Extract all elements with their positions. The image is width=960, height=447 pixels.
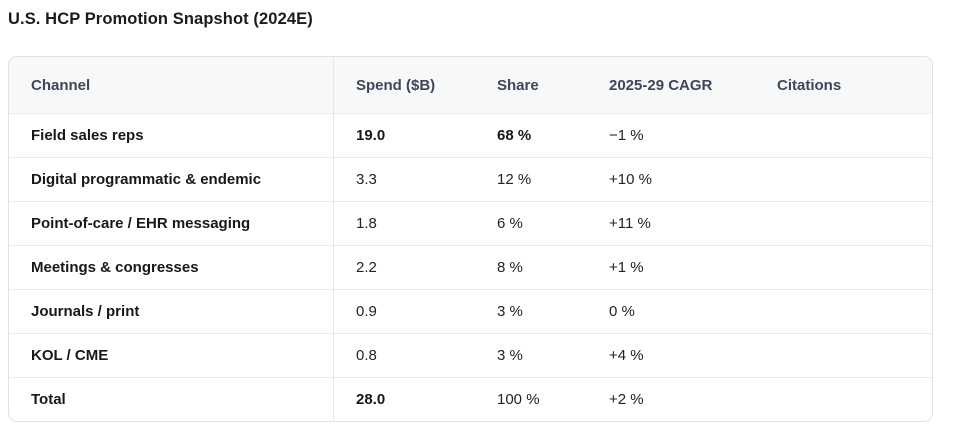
cell-channel: Meetings & congresses xyxy=(9,245,334,289)
column-header-spend: Spend ($B) xyxy=(334,57,475,113)
cell-channel: Total xyxy=(9,377,334,421)
cell-cagr: +1 % xyxy=(587,245,755,289)
cell-share: 100 % xyxy=(475,377,587,421)
cell-spend: 0.9 xyxy=(334,289,475,333)
table-row: Journals / print 0.9 3 % 0 % xyxy=(9,289,932,333)
cell-cagr: +4 % xyxy=(587,333,755,377)
cell-citations xyxy=(755,157,932,201)
cell-channel: Field sales reps xyxy=(9,113,334,157)
cell-channel: Point-of-care / EHR messaging xyxy=(9,201,334,245)
cell-citations xyxy=(755,113,932,157)
page-title: U.S. HCP Promotion Snapshot (2024E) xyxy=(8,10,313,28)
cell-spend: 28.0 xyxy=(334,377,475,421)
cell-spend: 3.3 xyxy=(334,157,475,201)
cell-share: 12 % xyxy=(475,157,587,201)
cell-channel: Digital programmatic & endemic xyxy=(9,157,334,201)
cell-share: 3 % xyxy=(475,333,587,377)
column-header-share: Share xyxy=(475,57,587,113)
cell-spend: 0.8 xyxy=(334,333,475,377)
cell-share: 68 % xyxy=(475,113,587,157)
cell-citations xyxy=(755,245,932,289)
column-header-channel: Channel xyxy=(9,57,334,113)
cell-share: 6 % xyxy=(475,201,587,245)
column-header-cagr: 2025-29 CAGR xyxy=(587,57,755,113)
table-row: Meetings & congresses 2.2 8 % +1 % xyxy=(9,245,932,289)
table-row: Total 28.0 100 % +2 % xyxy=(9,377,932,421)
cell-cagr: −1 % xyxy=(587,113,755,157)
cell-cagr: 0 % xyxy=(587,289,755,333)
table-row: Digital programmatic & endemic 3.3 12 % +10… xyxy=(9,157,932,201)
cell-spend: 2.2 xyxy=(334,245,475,289)
table-body: Field sales reps 19.0 68 % −1 % Digital prog… xyxy=(9,113,932,421)
hcp-promotion-table: Channel Spend ($B) Share 2025-29 CAGR Citati… xyxy=(9,57,932,421)
table-row: Field sales reps 19.0 68 % −1 % xyxy=(9,113,932,157)
cell-cagr: +2 % xyxy=(587,377,755,421)
cell-citations xyxy=(755,377,932,421)
hcp-promotion-table-container: Channel Spend ($B) Share 2025-29 CAGR Citati… xyxy=(8,56,933,422)
cell-cagr: +10 % xyxy=(587,157,755,201)
cell-citations xyxy=(755,201,932,245)
cell-cagr: +11 % xyxy=(587,201,755,245)
cell-citations xyxy=(755,289,932,333)
column-header-citations: Citations xyxy=(755,57,932,113)
table-row: Point-of-care / EHR messaging 1.8 6 % +11 % xyxy=(9,201,932,245)
table-header-row: Channel Spend ($B) Share 2025-29 CAGR Citati… xyxy=(9,57,932,113)
cell-channel: Journals / print xyxy=(9,289,334,333)
table-header: Channel Spend ($B) Share 2025-29 CAGR Citati… xyxy=(9,57,932,113)
cell-share: 3 % xyxy=(475,289,587,333)
cell-citations xyxy=(755,333,932,377)
cell-spend: 19.0 xyxy=(334,113,475,157)
cell-spend: 1.8 xyxy=(334,201,475,245)
cell-share: 8 % xyxy=(475,245,587,289)
table-row: KOL / CME 0.8 3 % +4 % xyxy=(9,333,932,377)
cell-channel: KOL / CME xyxy=(9,333,334,377)
